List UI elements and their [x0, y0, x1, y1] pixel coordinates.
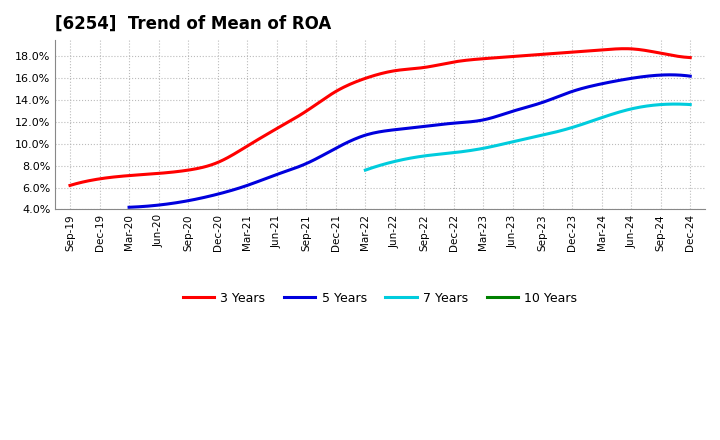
Text: [6254]  Trend of Mean of ROA: [6254] Trend of Mean of ROA	[55, 15, 331, 33]
Legend: 3 Years, 5 Years, 7 Years, 10 Years: 3 Years, 5 Years, 7 Years, 10 Years	[178, 287, 582, 310]
